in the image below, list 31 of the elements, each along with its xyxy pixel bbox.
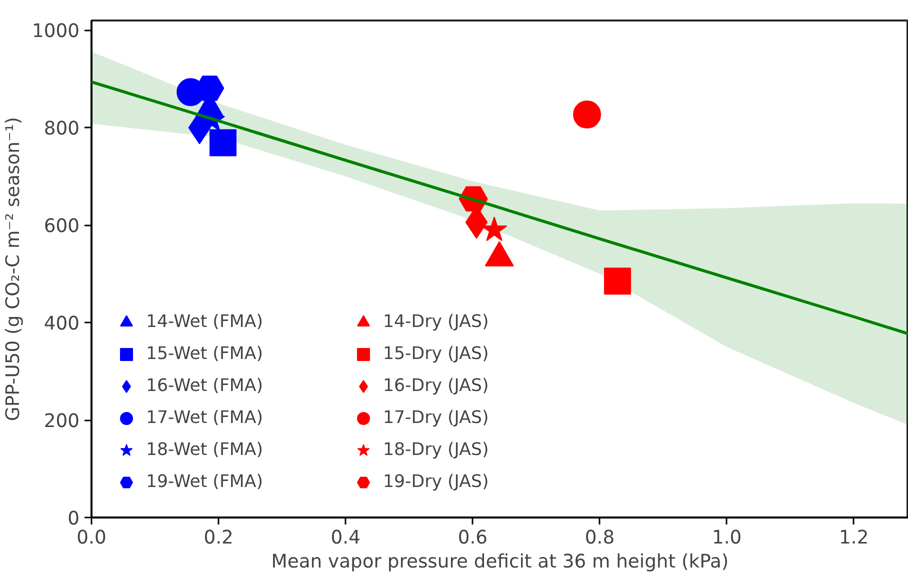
point	[604, 268, 632, 295]
legend-label: 17-Dry (JAS)	[383, 408, 490, 428]
x-tick-label: 0.8	[584, 528, 615, 548]
legend-label: 16-Wet (FMA)	[146, 376, 264, 396]
point	[573, 100, 602, 129]
legend-label: 18-Dry (JAS)	[383, 440, 490, 460]
legend-label: 19-Wet (FMA)	[146, 472, 264, 492]
x-tick-label: 1.2	[839, 528, 869, 548]
legend-label: 18-Wet (FMA)	[146, 440, 264, 460]
y-tick-label: 400	[44, 314, 80, 335]
y-tick-label: 600	[44, 216, 80, 238]
x-tick-label: 1.0	[712, 528, 742, 548]
x-tick-label: 0.4	[330, 528, 360, 548]
x-tick-label: 0.2	[204, 528, 234, 548]
legend-label: 14-Wet (FMA)	[146, 312, 264, 332]
legend-label: 15-Dry (JAS)	[383, 344, 490, 364]
point	[210, 129, 237, 156]
line-series	[90, 80, 908, 336]
legend-label: 17-Wet (FMA)	[146, 408, 264, 428]
x-tick-label: 0.0	[76, 528, 106, 548]
y-tick-label: 1000	[32, 21, 80, 42]
y-tick-label: 800	[44, 118, 80, 140]
legend-label: 15-Wet (FMA)	[146, 344, 264, 364]
y-axis-title: GPP-U50 (g CO₂-C m⁻² season⁻¹)	[3, 116, 24, 422]
legend-label: 19-Dry (JAS)	[383, 472, 490, 492]
y-tick-label: 0	[68, 508, 80, 530]
x-axis-title: Mean vapor pressure deficit at 36 m height (kPa)	[271, 552, 729, 572]
legend-label: 14-Dry (JAS)	[383, 312, 490, 332]
y-tick-label: 200	[44, 411, 80, 432]
legend-label: 16-Dry (JAS)	[383, 376, 490, 396]
x-tick-label: 0.6	[458, 528, 488, 548]
